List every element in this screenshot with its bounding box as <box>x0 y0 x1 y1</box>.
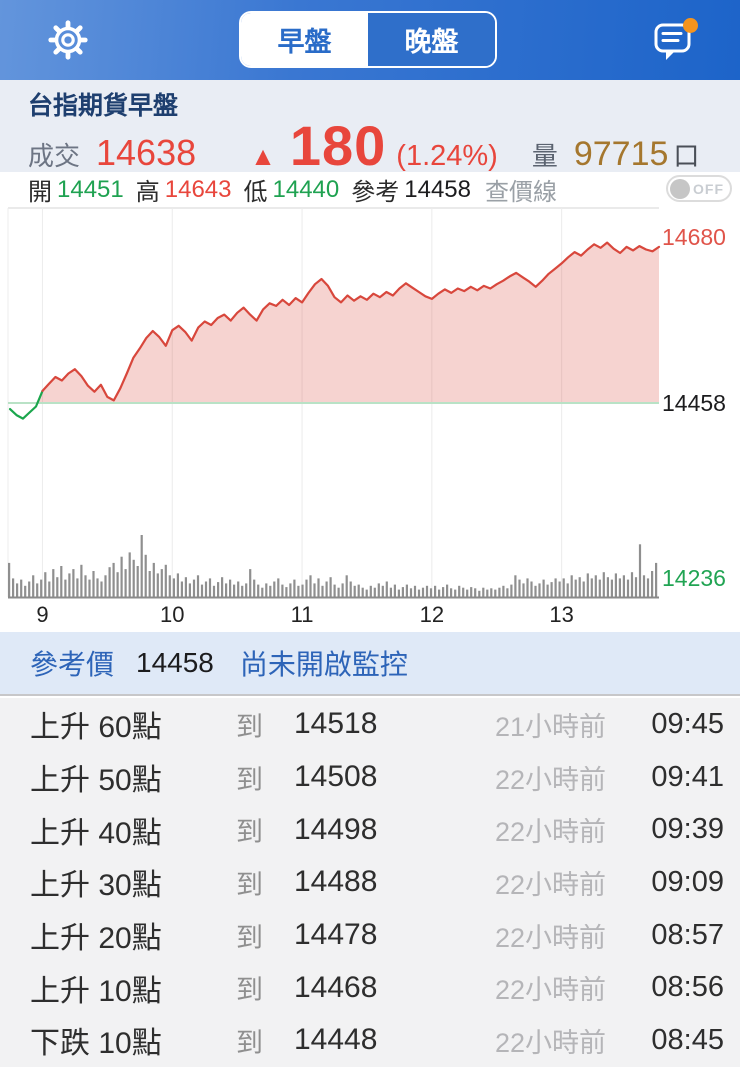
alert-to-label: 到 <box>236 711 263 742</box>
x-axis-tick: 10 <box>160 602 184 627</box>
price-alert-list: 上升 60點到 14518 21小時前 09:45 上升 50點到 14508 22小時前 0… <box>0 698 740 1067</box>
alert-time: 09:39 <box>651 813 724 846</box>
tab-morning-session[interactable]: 早盤 <box>241 13 368 66</box>
alert-row[interactable]: 上升 40點 到 14498 22小時前 09:39 <box>0 803 740 856</box>
contract-title: 台指期貨早盤 <box>28 92 179 120</box>
alert-time: 09:45 <box>651 707 724 740</box>
alert-ago: 22小時前 <box>494 764 606 795</box>
toggle-knob <box>670 178 690 199</box>
settings-gear-icon[interactable] <box>44 16 92 64</box>
alert-direction: 上升 50點 <box>30 764 162 798</box>
alert-ago: 22小時前 <box>494 869 606 900</box>
reference-label: 參考 <box>351 179 400 206</box>
low-value: 14440 <box>272 175 340 203</box>
alert-direction: 上升 40點 <box>30 816 162 850</box>
alert-to-label: 到 <box>236 869 263 900</box>
intraday-chart[interactable]: 9 10 11 12 13 14680 14458 14236 <box>0 207 740 632</box>
alert-row[interactable]: 下跌 10點 到 14448 22小時前 08:45 <box>0 1014 740 1067</box>
alert-time: 08:45 <box>651 1023 724 1056</box>
alert-row[interactable]: 上升 50點 到 14508 22小時前 09:41 <box>0 751 740 804</box>
alert-row[interactable]: 上升 10點 到 14468 22小時前 08:56 <box>0 961 740 1014</box>
alert-price: 14468 <box>294 970 378 1004</box>
open-value: 14451 <box>57 175 124 203</box>
x-axis-tick: 12 <box>420 602 444 627</box>
x-axis-tick: 13 <box>549 602 573 627</box>
banner-ref-value: 14458 <box>136 647 214 678</box>
ohlc-stats-row: 開 14451 高 14643 低 14440 參考 14458 查價線 <box>0 172 740 207</box>
alert-ago: 22小時前 <box>494 922 606 953</box>
alert-to-label: 到 <box>236 817 263 848</box>
alert-direction: 上升 20點 <box>30 922 162 956</box>
alert-time: 09:41 <box>651 760 724 793</box>
deal-label: 成交 <box>28 141 81 171</box>
change-percent: (1.24%) <box>396 140 498 172</box>
price-check-line-label: 查價線 <box>485 179 557 206</box>
open-label: 開 <box>28 179 52 206</box>
top-bar: 早盤 晚盤 <box>0 0 740 81</box>
alert-price: 14488 <box>294 865 378 899</box>
alert-price: 14518 <box>294 707 378 741</box>
messages-icon[interactable] <box>652 18 702 64</box>
alert-time: 09:09 <box>651 865 724 898</box>
volume-value: 97715 <box>573 135 669 173</box>
alert-ago: 21小時前 <box>494 711 606 742</box>
toggle-state-label: OFF <box>693 180 724 197</box>
alert-price: 14478 <box>294 918 378 952</box>
notification-badge <box>683 18 698 33</box>
alert-ago: 22小時前 <box>494 975 606 1006</box>
intraday-chart-canvas: 9 10 11 12 13 <box>7 207 661 627</box>
alert-ago: 22小時前 <box>494 817 606 848</box>
alert-to-label: 到 <box>236 764 263 795</box>
volume-unit: 口 <box>673 141 700 171</box>
price-line-toggle[interactable]: OFF <box>666 175 732 202</box>
banner-ref-label: 參考價 <box>30 649 115 680</box>
y-axis-label-high: 14680 <box>662 224 726 250</box>
alert-price: 14448 <box>294 1023 378 1057</box>
high-value: 14643 <box>164 175 232 203</box>
quote-row: 成交 14638 ▲ 180 (1.24%) 量 97715 口 <box>28 113 699 178</box>
up-arrow-icon: ▲ <box>250 141 276 171</box>
y-axis-label-reference: 14458 <box>662 390 726 416</box>
alert-direction: 上升 60點 <box>30 711 162 745</box>
low-label: 低 <box>243 179 268 206</box>
alert-to-label: 到 <box>236 922 263 953</box>
alert-row[interactable]: 上升 60點 到 14518 21小時前 09:45 <box>0 698 740 751</box>
y-axis-label-low: 14236 <box>662 565 726 591</box>
session-tabs: 早盤 晚盤 <box>239 11 497 68</box>
alert-direction: 上升 10點 <box>30 974 162 1008</box>
volume-label: 量 <box>531 141 558 171</box>
change-value: 180 <box>289 114 387 177</box>
alert-time: 08:57 <box>651 918 724 951</box>
alert-ago: 22小時前 <box>494 1027 606 1058</box>
tab-night-session[interactable]: 晚盤 <box>368 13 495 66</box>
alert-price: 14498 <box>294 812 378 846</box>
x-axis-tick: 9 <box>36 602 48 627</box>
quote-header: 台指期貨早盤 成交 14638 ▲ 180 (1.24%) 量 97715 口 <box>0 80 740 177</box>
last-price: 14638 <box>96 132 197 173</box>
alert-to-label: 到 <box>236 1027 263 1058</box>
alert-row[interactable]: 上升 20點 到 14478 22小時前 08:57 <box>0 909 740 962</box>
reference-price-banner[interactable]: 參考價 14458 尚未開啟監控 <box>0 632 740 696</box>
reference-value: 14458 <box>404 175 471 203</box>
x-axis-tick: 11 <box>291 602 314 627</box>
high-label: 高 <box>135 179 160 206</box>
alert-row[interactable]: 上升 30點 到 14488 22小時前 09:09 <box>0 856 740 909</box>
banner-monitor-status: 尚未開啟監控 <box>239 649 408 680</box>
alert-price: 14508 <box>294 760 378 794</box>
alert-direction: 上升 30點 <box>30 869 162 903</box>
alert-time: 08:56 <box>651 971 724 1004</box>
alert-to-label: 到 <box>236 975 263 1006</box>
alert-direction: 下跌 10點 <box>30 1027 162 1061</box>
